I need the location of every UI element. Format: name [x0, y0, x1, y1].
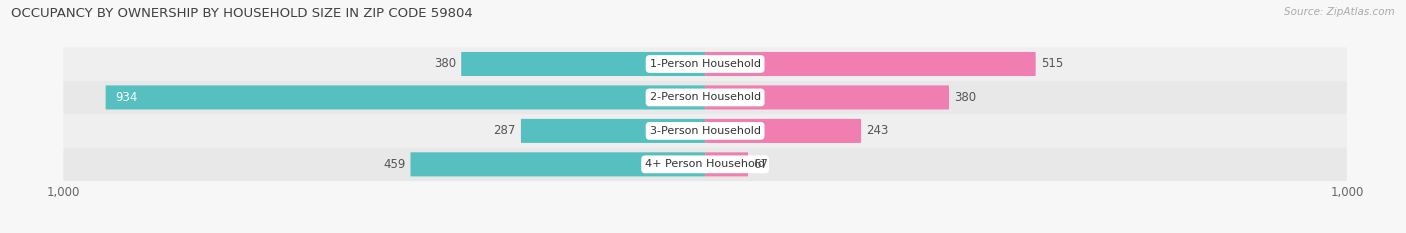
FancyBboxPatch shape: [63, 148, 1347, 181]
Text: 1-Person Household: 1-Person Household: [650, 59, 761, 69]
Text: 380: 380: [955, 91, 976, 104]
Text: 380: 380: [434, 58, 456, 71]
FancyBboxPatch shape: [704, 152, 748, 176]
FancyBboxPatch shape: [520, 119, 704, 143]
Text: 934: 934: [115, 91, 138, 104]
Text: 67: 67: [754, 158, 768, 171]
FancyBboxPatch shape: [105, 86, 704, 110]
FancyBboxPatch shape: [411, 152, 704, 176]
Text: 2-Person Household: 2-Person Household: [650, 93, 761, 103]
FancyBboxPatch shape: [461, 52, 704, 76]
Text: 515: 515: [1040, 58, 1063, 71]
FancyBboxPatch shape: [63, 114, 1347, 148]
Text: 3-Person Household: 3-Person Household: [650, 126, 761, 136]
FancyBboxPatch shape: [63, 47, 1347, 81]
FancyBboxPatch shape: [704, 86, 949, 110]
Text: 243: 243: [866, 124, 889, 137]
FancyBboxPatch shape: [704, 52, 1036, 76]
FancyBboxPatch shape: [704, 119, 860, 143]
FancyBboxPatch shape: [63, 81, 1347, 114]
Text: 287: 287: [494, 124, 516, 137]
Text: Source: ZipAtlas.com: Source: ZipAtlas.com: [1284, 7, 1395, 17]
Text: 4+ Person Household: 4+ Person Household: [645, 159, 765, 169]
Text: OCCUPANCY BY OWNERSHIP BY HOUSEHOLD SIZE IN ZIP CODE 59804: OCCUPANCY BY OWNERSHIP BY HOUSEHOLD SIZE…: [11, 7, 472, 20]
Text: 459: 459: [382, 158, 405, 171]
